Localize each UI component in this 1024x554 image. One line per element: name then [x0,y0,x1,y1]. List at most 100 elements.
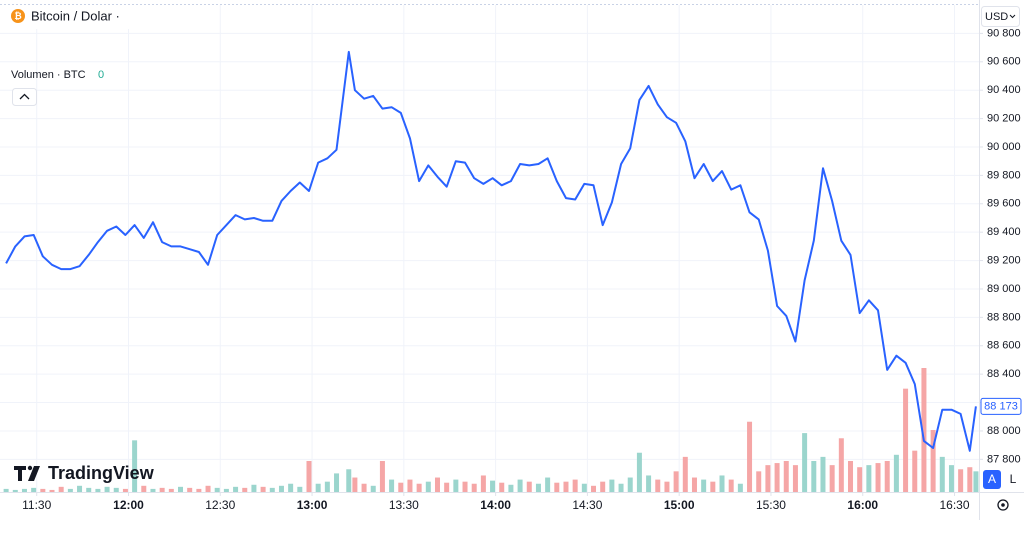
volume-bar [884,461,890,492]
volume-bar [214,487,220,492]
volume-bar [159,487,165,492]
x-tick-label: 14:00 [480,498,511,512]
volume-bar [223,488,229,492]
collapse-button[interactable] [12,88,37,106]
price-line [5,50,977,452]
log-scale-label[interactable]: L [1010,472,1017,486]
volume-bar [453,479,459,492]
logo-mark [27,465,33,471]
symbol-icon [11,9,25,23]
volume-bar [379,461,385,492]
symbol-icon-glyph: ₿ [14,11,21,21]
y-tick-label: 89 200 [987,254,1021,266]
volume-bar [655,479,661,492]
volume-bar [930,430,936,492]
volume-bar [756,471,762,492]
volume-bar [838,438,844,492]
y-tick-label: 90 600 [987,56,1021,68]
currency-label: USD [985,11,1008,23]
header-box [4,5,154,29]
volume-bar [545,477,551,492]
settings-icon[interactable] [997,499,1009,511]
volume-bar [306,461,312,492]
volume-bar [168,488,174,492]
volume-bar [820,456,826,492]
volume-bar [792,465,798,492]
x-tick-label: 14:30 [572,498,602,512]
volume-bar [535,483,541,492]
volume-bar [324,481,330,492]
volume-bar [600,481,606,492]
volume-bar [297,486,303,492]
volume-bar [664,481,670,492]
volume-bar [893,454,899,492]
volume-bar [21,488,27,492]
volume-bar [618,483,624,492]
volume-bar [196,488,202,492]
y-tick-label: 90 800 [987,27,1021,39]
y-tick-label: 88 800 [987,311,1021,323]
last-price-box [980,397,1022,415]
volume-bar [609,479,615,492]
volume-legend-value: 0 [98,69,104,81]
settings-icon-center [1001,503,1005,507]
volume-bar [563,481,569,492]
volume-bar [554,482,560,492]
y-tick-label: 90 000 [987,141,1021,153]
x-tick-label: 16:00 [847,498,878,512]
x-tick-label: 16:30 [940,498,970,512]
auto-scale-button[interactable] [983,470,1001,489]
currency-button[interactable] [981,6,1020,27]
volume-bar [728,479,734,492]
volume-bar [857,467,863,492]
volume-bar [848,461,854,492]
volume-bar [627,477,633,492]
volume-bar [178,486,184,492]
plot [5,50,977,452]
volume-bar [434,477,440,492]
volume-bar [12,489,18,492]
volume-bar [765,465,771,492]
volume-bar [903,388,909,492]
volume-bar [352,477,358,492]
auto-scale-label: A [988,472,996,486]
volume-bar [866,465,872,492]
volume-bar [737,483,743,492]
symbol-title[interactable]: Bitcoin / Dolar · [31,8,120,23]
y-tick-label: 89 600 [987,198,1021,210]
x-tick-label: 13:00 [297,498,328,512]
volume-bar [346,469,352,492]
y-tick-label: 88 400 [987,368,1021,380]
volume-bar [875,463,881,492]
volume-bar [242,487,248,492]
volume-bar [205,485,211,492]
volume-bar [3,488,9,492]
volume-bar [646,475,652,492]
y-tick-label: 88 000 [987,425,1021,437]
volume-bar [389,479,395,492]
grid [0,5,979,492]
y-tick-label: 89 800 [987,169,1021,181]
volume-bar [370,485,376,492]
volume-bar [802,433,808,492]
volume-bar [444,482,450,492]
volume-legend-name: Volumen · BTC [11,69,86,81]
logo-text: TradingView [48,463,155,483]
volume-bar [747,421,753,492]
volume-bar [829,465,835,492]
volume-bar [49,489,55,492]
volume-bar [334,473,340,492]
volume-bar [288,483,294,492]
volume-bar [104,486,110,492]
volume-bar [398,482,404,492]
volume-bars [3,368,979,492]
collapse-icon [19,93,30,100]
volume-bar [425,481,431,492]
volume-bar [921,368,927,492]
volume-bar [811,461,817,492]
volume-bar [315,483,321,492]
y-tick-label: 88 600 [987,340,1021,352]
volume-bar [269,487,275,492]
